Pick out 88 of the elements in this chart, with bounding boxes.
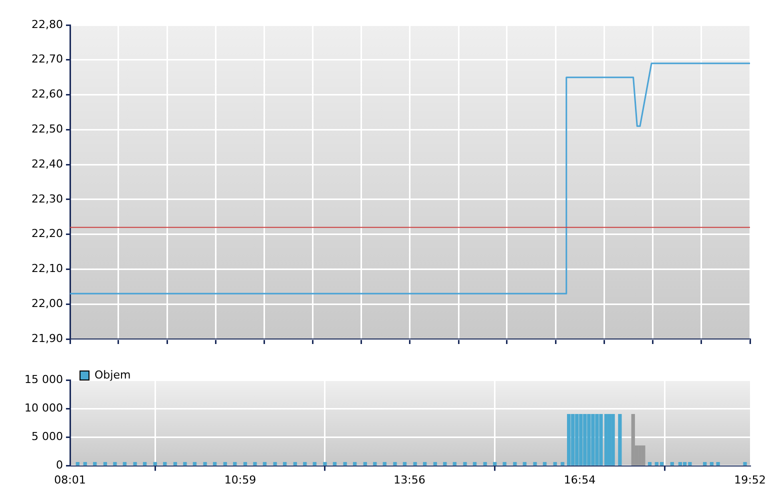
y-tick-label: 0 [56, 458, 63, 472]
bar [533, 462, 537, 466]
bar [282, 462, 287, 466]
bar [648, 462, 652, 466]
bar [618, 414, 622, 466]
bar [142, 462, 147, 466]
bar [273, 462, 277, 466]
bar [571, 414, 575, 466]
bar [343, 462, 347, 466]
bar [223, 462, 227, 466]
bar [591, 414, 595, 466]
y-tick-label: 22,80 [32, 18, 63, 31]
bar [303, 462, 307, 466]
bar [183, 462, 187, 466]
bar [163, 462, 167, 466]
bar [443, 462, 447, 466]
bar [76, 462, 80, 466]
legend-label: Objem [94, 368, 131, 382]
bar [243, 462, 248, 466]
bar [631, 414, 635, 466]
bar [716, 462, 720, 466]
bar [472, 462, 477, 466]
bar [483, 462, 487, 466]
x-tick-label: 19:52 [734, 473, 766, 486]
bar [103, 462, 108, 466]
bar [332, 462, 337, 466]
x-tick-label: 10:59 [224, 473, 256, 486]
bar [133, 462, 137, 466]
y-tick-label: 5 000 [32, 430, 63, 444]
y-tick-label: 22,40 [32, 157, 63, 170]
y-tick-label: 22,50 [32, 122, 63, 136]
bar [363, 462, 367, 466]
bar [513, 462, 517, 466]
bar [153, 462, 157, 466]
bar [492, 462, 497, 466]
y-tick-label: 15 000 [24, 372, 63, 386]
bar [122, 462, 127, 466]
bar [579, 414, 583, 466]
bar [433, 462, 437, 466]
bar [595, 414, 599, 466]
bar [452, 462, 456, 466]
bar [173, 462, 178, 466]
bar [642, 445, 646, 466]
bar [611, 414, 615, 466]
bar [553, 462, 557, 466]
x-tick-label: 13:56 [394, 473, 426, 486]
bar [583, 414, 587, 466]
bar [93, 462, 97, 466]
bar [373, 462, 377, 466]
y-tick-label: 21,90 [32, 332, 63, 345]
bar [352, 462, 357, 466]
bar [710, 462, 714, 466]
bar [212, 462, 217, 466]
bar [203, 462, 207, 466]
bar [542, 462, 547, 466]
bar [113, 462, 117, 466]
bar [567, 414, 571, 466]
bar [703, 462, 707, 466]
bar [393, 462, 397, 466]
x-tick-label: 16:54 [564, 473, 596, 486]
y-tick-label: 22,00 [32, 296, 63, 310]
bar [402, 462, 407, 466]
bar [502, 462, 506, 466]
bar [382, 462, 386, 466]
x-tick-label: 08:01 [54, 473, 86, 486]
y-tick-label: 22,70 [32, 52, 63, 66]
bar [233, 462, 237, 466]
bar [253, 462, 257, 466]
bar [413, 462, 417, 466]
bar [522, 462, 526, 466]
y-tick-label: 22,30 [32, 192, 63, 206]
y-tick-label: 22,60 [32, 88, 63, 101]
bar [560, 462, 564, 466]
y-tick-label: 10 000 [24, 401, 63, 414]
y-tick-label: 22,10 [32, 262, 63, 276]
bar [575, 414, 579, 466]
bar [463, 462, 467, 466]
bar [192, 462, 197, 466]
bar [323, 462, 327, 466]
bar [587, 414, 591, 466]
bar [743, 462, 747, 466]
y-tick-label: 22,20 [32, 227, 63, 240]
bar [670, 462, 674, 466]
bar [312, 462, 316, 466]
bar [293, 462, 297, 466]
bar [262, 462, 267, 466]
bar [422, 462, 427, 466]
bar [83, 462, 87, 466]
